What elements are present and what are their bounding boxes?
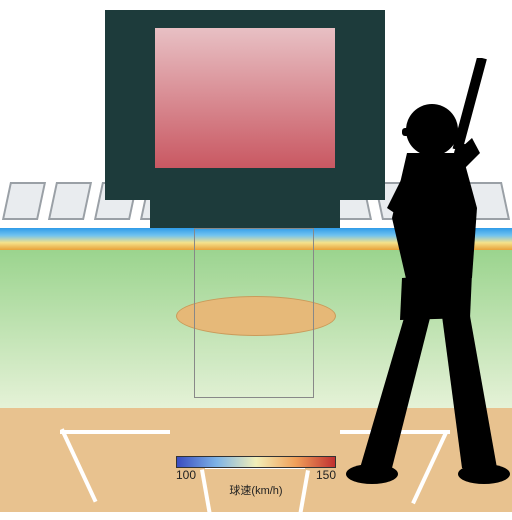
- scoreboard-screen: [155, 28, 335, 168]
- scene-root: 100 150 球速(km/h): [0, 0, 512, 512]
- strike-zone: [194, 228, 314, 398]
- legend-tick-min: 100: [176, 468, 196, 482]
- speed-legend: 100 150 球速(km/h): [176, 456, 336, 498]
- legend-tick-max: 150: [316, 468, 336, 482]
- stand-segment: [2, 182, 46, 220]
- legend-label: 球速(km/h): [176, 482, 336, 498]
- legend-ticks: 100 150: [176, 468, 336, 482]
- batter-silhouette: [312, 58, 512, 488]
- chalk-line: [60, 430, 170, 434]
- legend-colorbar: [176, 456, 336, 468]
- stand-segment: [48, 182, 92, 220]
